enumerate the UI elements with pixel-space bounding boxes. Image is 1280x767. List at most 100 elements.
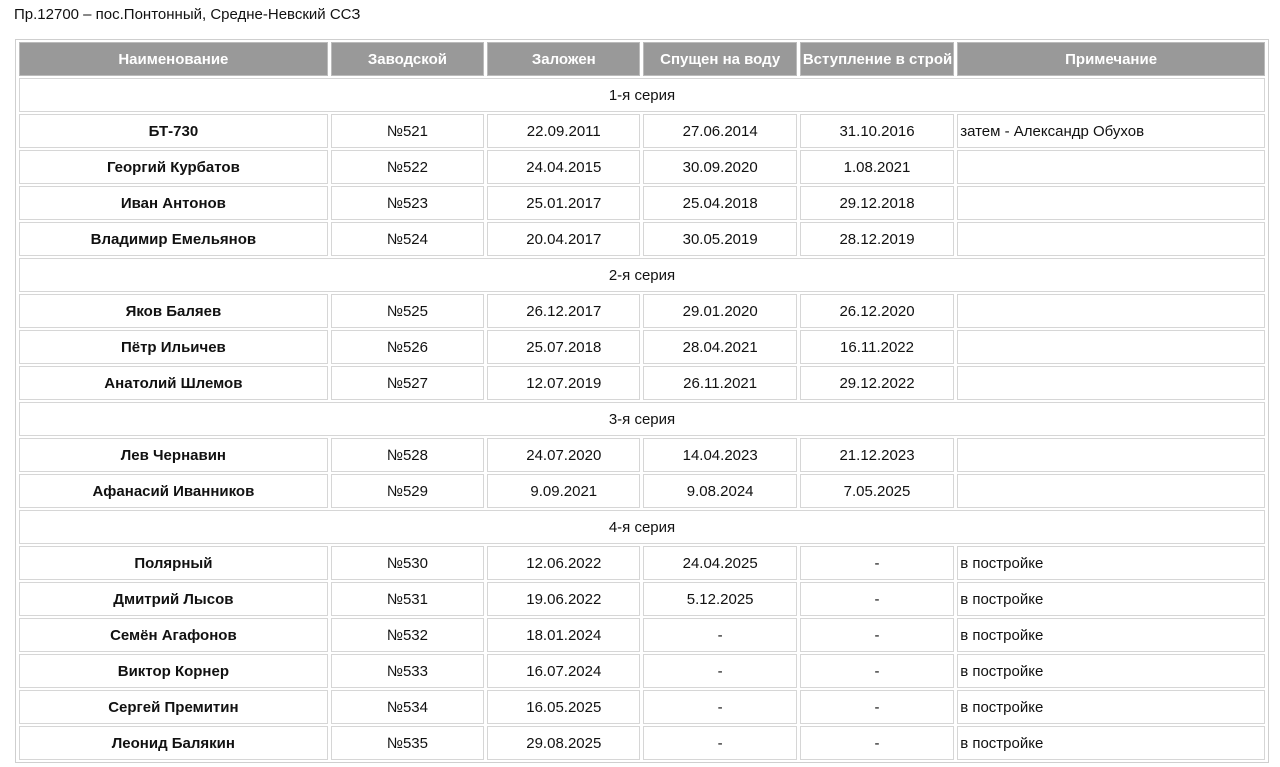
commission-date: 7.05.2025: [799, 474, 955, 508]
ship-name: Лев Чернавин: [19, 438, 328, 472]
laid-down-date: 29.08.2025: [487, 726, 641, 760]
laid-down-date: 24.04.2015: [487, 150, 641, 184]
ship-name: Иван Антонов: [19, 186, 328, 220]
note: [957, 150, 1265, 184]
yard-number: №523: [330, 186, 485, 220]
launch-date: 30.09.2020: [643, 150, 797, 184]
yard-number: №522: [330, 150, 485, 184]
yard-number: №525: [330, 294, 485, 328]
launch-date: 14.04.2023: [643, 438, 797, 472]
column-header-yard-number: Заводской: [330, 42, 485, 76]
note: [957, 222, 1265, 256]
ship-name: Дмитрий Лысов: [19, 582, 328, 616]
series-row: 1-я серия: [19, 78, 1265, 112]
yard-number: №535: [330, 726, 485, 760]
note: [957, 438, 1265, 472]
note: в постройке: [957, 582, 1265, 616]
commission-date: 1.08.2021: [799, 150, 955, 184]
laid-down-date: 24.07.2020: [487, 438, 641, 472]
commission-date: 26.12.2020: [799, 294, 955, 328]
laid-down-date: 9.09.2021: [487, 474, 641, 508]
note: в постройке: [957, 618, 1265, 652]
commission-date: 29.12.2018: [799, 186, 955, 220]
series-label: 4-я серия: [19, 510, 1265, 544]
commission-date: -: [799, 726, 955, 760]
note: [957, 186, 1265, 220]
ship-name: Леонид Балякин: [19, 726, 328, 760]
commission-date: -: [799, 618, 955, 652]
launch-date: 27.06.2014: [643, 114, 797, 148]
laid-down-date: 18.01.2024: [487, 618, 641, 652]
yard-number: №533: [330, 654, 485, 688]
yard-number: №527: [330, 366, 485, 400]
note: в постройке: [957, 546, 1265, 580]
ship-name: Анатолий Шлемов: [19, 366, 328, 400]
note: в постройке: [957, 654, 1265, 688]
series-label: 2-я серия: [19, 258, 1265, 292]
series-row: 2-я серия: [19, 258, 1265, 292]
table-row: Пётр Ильичев №526 25.07.2018 28.04.2021 16.1…: [19, 330, 1265, 364]
table-row: БТ-730 №521 22.09.2011 27.06.2014 31.10.2016…: [19, 114, 1265, 148]
note: [957, 330, 1265, 364]
note: [957, 366, 1265, 400]
commission-date: 28.12.2019: [799, 222, 955, 256]
laid-down-date: 25.07.2018: [487, 330, 641, 364]
launch-date: 26.11.2021: [643, 366, 797, 400]
ship-name: Афанасий Иванников: [19, 474, 328, 508]
launch-date: 9.08.2024: [643, 474, 797, 508]
commission-date: 16.11.2022: [799, 330, 955, 364]
commission-date: -: [799, 654, 955, 688]
column-header-commissioned: Вступление в строй: [799, 42, 955, 76]
series-label: 1-я серия: [19, 78, 1265, 112]
commission-date: -: [799, 546, 955, 580]
yard-number: №534: [330, 690, 485, 724]
yard-number: №529: [330, 474, 485, 508]
ship-name: Виктор Корнер: [19, 654, 328, 688]
yard-number: №521: [330, 114, 485, 148]
table-row: Анатолий Шлемов №527 12.07.2019 26.11.2021 2…: [19, 366, 1265, 400]
ship-name: Полярный: [19, 546, 328, 580]
series-label: 3-я серия: [19, 402, 1265, 436]
table-row: Лев Чернавин №528 24.07.2020 14.04.2023 21.1…: [19, 438, 1265, 472]
column-header-launched: Спущен на воду: [643, 42, 797, 76]
note: [957, 294, 1265, 328]
yard-number: №530: [330, 546, 485, 580]
launch-date: 30.05.2019: [643, 222, 797, 256]
launch-date: 25.04.2018: [643, 186, 797, 220]
commission-date: -: [799, 582, 955, 616]
launch-date: 29.01.2020: [643, 294, 797, 328]
ship-name: БТ-730: [19, 114, 328, 148]
launch-date: 24.04.2025: [643, 546, 797, 580]
ship-name: Владимир Емельянов: [19, 222, 328, 256]
table-row: Владимир Емельянов №524 20.04.2017 30.05.20…: [19, 222, 1265, 256]
note: затем - Александр Обухов: [957, 114, 1265, 148]
table-row: Яков Баляев №525 26.12.2017 29.01.2020 26.12…: [19, 294, 1265, 328]
series-row: 4-я серия: [19, 510, 1265, 544]
commission-date: 31.10.2016: [799, 114, 955, 148]
table-row: Иван Антонов №523 25.01.2017 25.04.2018 29.1…: [19, 186, 1265, 220]
note: [957, 474, 1265, 508]
laid-down-date: 26.12.2017: [487, 294, 641, 328]
table-row: Семён Агафонов №532 18.01.2024- - в постройк…: [19, 618, 1265, 652]
laid-down-date: 12.06.2022: [487, 546, 641, 580]
laid-down-date: 19.06.2022: [487, 582, 641, 616]
commission-date: -: [799, 690, 955, 724]
yard-number: №531: [330, 582, 485, 616]
launch-date: -: [643, 690, 797, 724]
table-row: Дмитрий Лысов №531 19.06.2022 5.12.2025- в п…: [19, 582, 1265, 616]
launch-date: -: [643, 618, 797, 652]
table-row: Афанасий Иванников №529 9.09.2021 9.08.2024…: [19, 474, 1265, 508]
ship-name: Пётр Ильичев: [19, 330, 328, 364]
yard-number: №524: [330, 222, 485, 256]
yard-number: №528: [330, 438, 485, 472]
note: в постройке: [957, 726, 1265, 760]
table-row: Полярный №530 12.06.2022 24.04.2025- в постр…: [19, 546, 1265, 580]
laid-down-date: 22.09.2011: [487, 114, 641, 148]
launch-date: 28.04.2021: [643, 330, 797, 364]
ship-name: Георгий Курбатов: [19, 150, 328, 184]
laid-down-date: 16.05.2025: [487, 690, 641, 724]
ships-table: Наименование Заводской Заложен Спущен на…: [15, 39, 1269, 763]
commission-date: 29.12.2022: [799, 366, 955, 400]
ship-name: Сергей Премитин: [19, 690, 328, 724]
table-row: Леонид Балякин №535 29.08.2025- - в постройк…: [19, 726, 1265, 760]
